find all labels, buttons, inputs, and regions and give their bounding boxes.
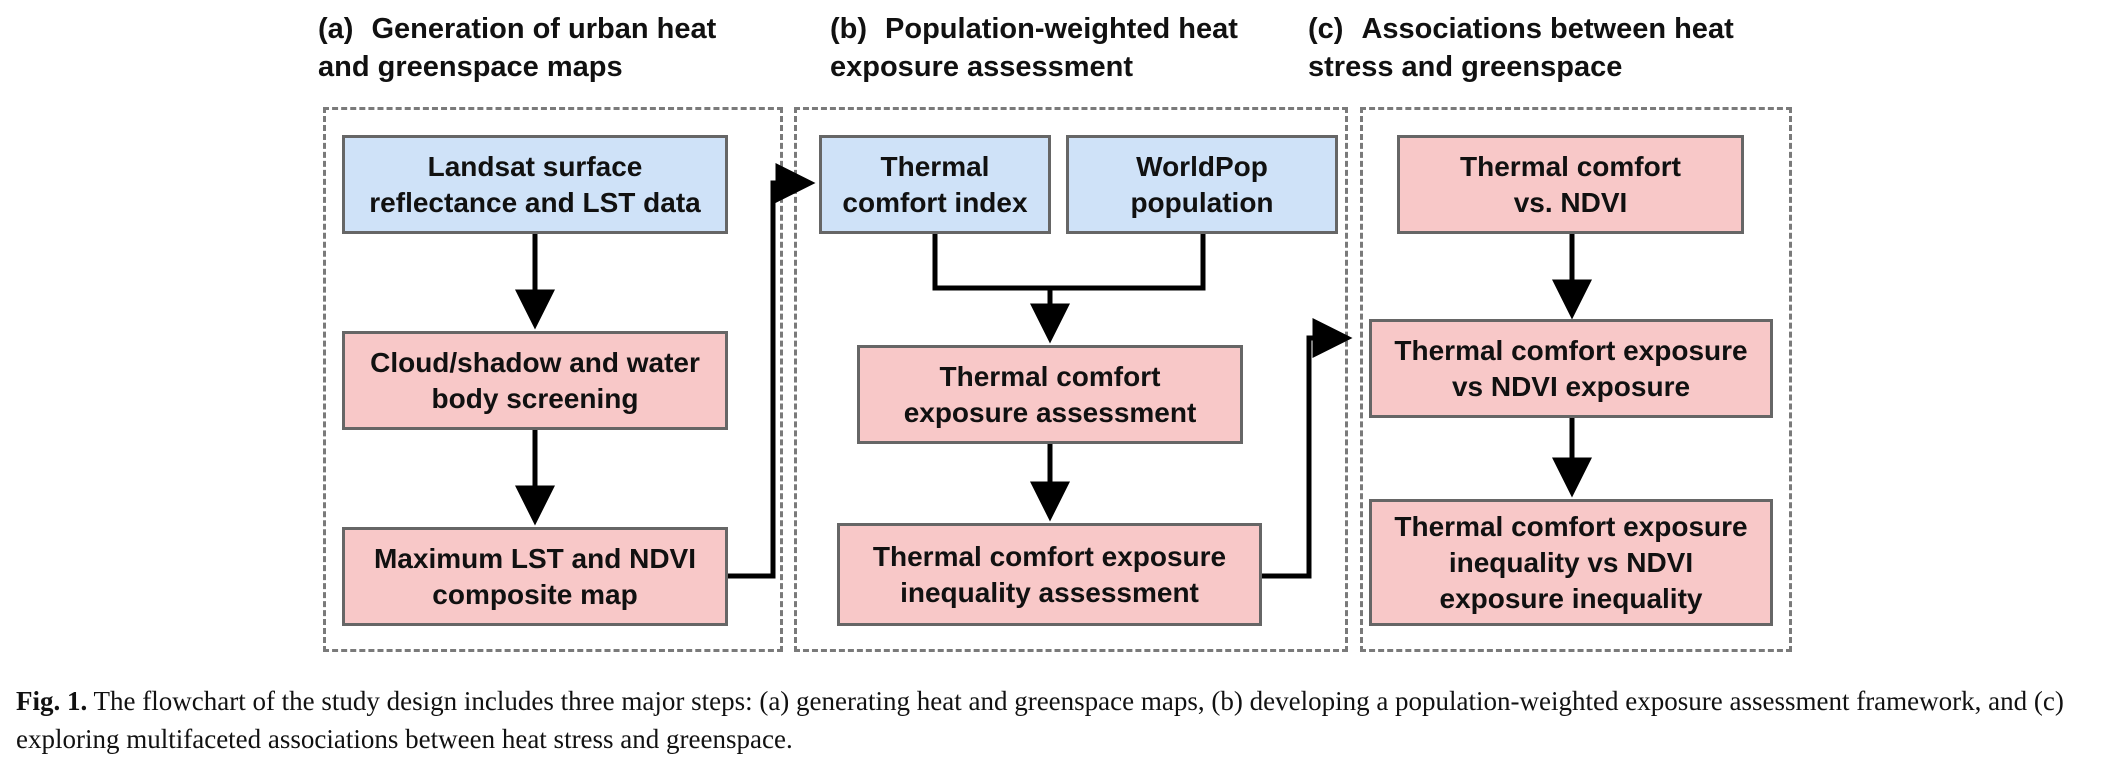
node-cloud-screening: Cloud/shadow and water body screening: [342, 331, 728, 430]
figure-caption-text: The flowchart of the study design includ…: [16, 686, 2064, 754]
section-title-c-text: Associations between heat stress and gre…: [1308, 13, 1734, 83]
section-title-b: (b) Population-weighted heat exposure ass…: [830, 10, 1310, 86]
figure-caption: Fig. 1. The flowchart of the study desig…: [16, 682, 2096, 758]
section-title-a-text: Generation of urban heat and greenspace …: [318, 13, 717, 83]
node-landsat-data: Landsat surface reflectance and LST data: [342, 135, 728, 234]
node-max-lst-ndvi: Maximum LST and NDVI composite map: [342, 527, 728, 626]
node-thermal-comfort-index: Thermal comfort index: [819, 135, 1051, 234]
section-letter-a: (a): [318, 13, 354, 45]
section-title-a: (a) Generation of urban heat and greenspa…: [318, 10, 798, 86]
panel-b: [794, 107, 1348, 652]
node-tc-vs-ndvi: Thermal comfort vs. NDVI: [1397, 135, 1744, 234]
node-worldpop-population-label: WorldPop population: [1130, 150, 1274, 218]
panel-c: [1360, 107, 1792, 652]
node-worldpop-population: WorldPop population: [1066, 135, 1338, 234]
arrow-maxlst-to-tci: [728, 163, 816, 579]
section-letter-c: (c): [1308, 13, 1344, 45]
node-inequality-vs-ndvi-inequality-label: Thermal comfort exposure inequality vs N…: [1394, 510, 1748, 614]
section-title-b-text: Population-weighted heat exposure assess…: [830, 13, 1238, 83]
figure-label: Fig. 1.: [16, 686, 88, 716]
node-exposure-assessment: Thermal comfort exposure assessment: [857, 345, 1243, 444]
panel-a: [323, 107, 783, 652]
node-cloud-screening-label: Cloud/shadow and water body screening: [370, 346, 700, 414]
node-exposure-vs-ndvi-exposure: Thermal comfort exposure vs NDVI exposur…: [1369, 319, 1773, 418]
node-exposure-assessment-label: Thermal comfort exposure assessment: [903, 360, 1197, 428]
node-inequality-assessment-label: Thermal comfort exposure inequality asse…: [872, 540, 1227, 608]
node-inequality-assessment: Thermal comfort exposure inequality asse…: [837, 523, 1262, 626]
node-tc-vs-ndvi-label: Thermal comfort vs. NDVI: [1460, 150, 1681, 218]
node-exposure-vs-ndvi-exposure-label: Thermal comfort exposure vs NDVI exposur…: [1394, 334, 1748, 402]
section-letter-b: (b): [830, 13, 868, 45]
arrow-inequality-to-c: [1262, 318, 1353, 579]
node-thermal-comfort-index-label: Thermal comfort index: [842, 150, 1028, 218]
node-inequality-vs-ndvi-inequality: Thermal comfort exposure inequality vs N…: [1369, 499, 1773, 626]
node-landsat-data-label: Landsat surface reflectance and LST data: [369, 150, 701, 218]
node-max-lst-ndvi-label: Maximum LST and NDVI composite map: [373, 542, 697, 610]
connector-tci-worldpop-merge: [932, 234, 1206, 291]
section-title-c: (c) Associations between heat stress and …: [1308, 10, 1788, 86]
